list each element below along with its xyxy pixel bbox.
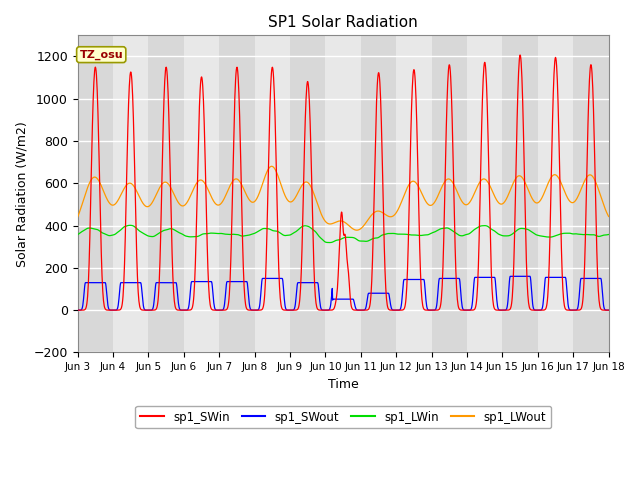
Bar — [467, 36, 502, 352]
sp1_LWout — [252, 198, 259, 204]
Bar — [431, 36, 467, 352]
Line: sp1_SWin: sp1_SWin — [77, 55, 609, 310]
sp1_SWin — [542, 305, 550, 311]
sp1_LWout — [605, 214, 612, 219]
sp1_LWin — [605, 232, 612, 238]
sp1_SWin — [605, 307, 612, 313]
sp1_SWout — [74, 307, 81, 313]
Bar — [538, 36, 573, 352]
Legend: sp1_SWin, sp1_SWout, sp1_LWin, sp1_LWout: sp1_SWin, sp1_SWout, sp1_LWin, sp1_LWout — [135, 406, 551, 428]
sp1_LWout — [192, 182, 200, 188]
Text: TZ_osu: TZ_osu — [79, 49, 123, 60]
sp1_SWin — [426, 307, 433, 313]
sp1_LWin — [74, 232, 81, 238]
sp1_LWin — [126, 222, 134, 228]
Bar — [255, 36, 290, 352]
sp1_LWin — [179, 232, 187, 238]
sp1_LWin — [543, 234, 550, 240]
Title: SP1 Solar Radiation: SP1 Solar Radiation — [268, 15, 418, 30]
sp1_LWin — [192, 234, 200, 240]
Bar — [77, 36, 113, 352]
Bar — [290, 36, 325, 352]
Line: sp1_LWout: sp1_LWout — [77, 166, 609, 230]
Bar — [396, 36, 431, 352]
sp1_SWout — [357, 307, 365, 313]
sp1_LWout — [353, 228, 361, 233]
Bar — [184, 36, 220, 352]
sp1_SWout — [495, 307, 503, 313]
Bar — [361, 36, 396, 352]
sp1_SWout — [543, 275, 550, 280]
sp1_SWin — [179, 307, 187, 313]
sp1_SWout — [605, 307, 612, 313]
sp1_SWout — [179, 307, 187, 313]
Bar — [148, 36, 184, 352]
Line: sp1_LWin: sp1_LWin — [77, 225, 609, 242]
sp1_LWin — [426, 231, 434, 237]
sp1_LWout — [543, 185, 550, 191]
sp1_SWin — [516, 52, 524, 58]
Bar — [325, 36, 361, 352]
sp1_LWin — [252, 230, 259, 236]
sp1_SWin — [252, 307, 259, 313]
sp1_SWin — [192, 249, 200, 254]
Bar — [573, 36, 609, 352]
X-axis label: Time: Time — [328, 378, 358, 391]
Bar — [502, 36, 538, 352]
Bar — [220, 36, 255, 352]
sp1_SWout — [507, 274, 515, 279]
sp1_LWin — [326, 240, 333, 245]
sp1_SWout — [192, 279, 200, 285]
sp1_LWin — [495, 232, 503, 238]
sp1_LWout — [74, 214, 81, 220]
sp1_SWout — [426, 307, 433, 313]
Bar — [113, 36, 148, 352]
sp1_LWout — [268, 163, 276, 169]
sp1_LWout — [179, 203, 187, 209]
sp1_LWout — [495, 201, 503, 206]
sp1_LWout — [426, 203, 434, 208]
sp1_SWin — [495, 307, 502, 313]
sp1_SWout — [252, 307, 259, 313]
Line: sp1_SWout: sp1_SWout — [77, 276, 609, 310]
Y-axis label: Solar Radiation (W/m2): Solar Radiation (W/m2) — [15, 121, 28, 267]
sp1_SWin — [74, 307, 81, 313]
